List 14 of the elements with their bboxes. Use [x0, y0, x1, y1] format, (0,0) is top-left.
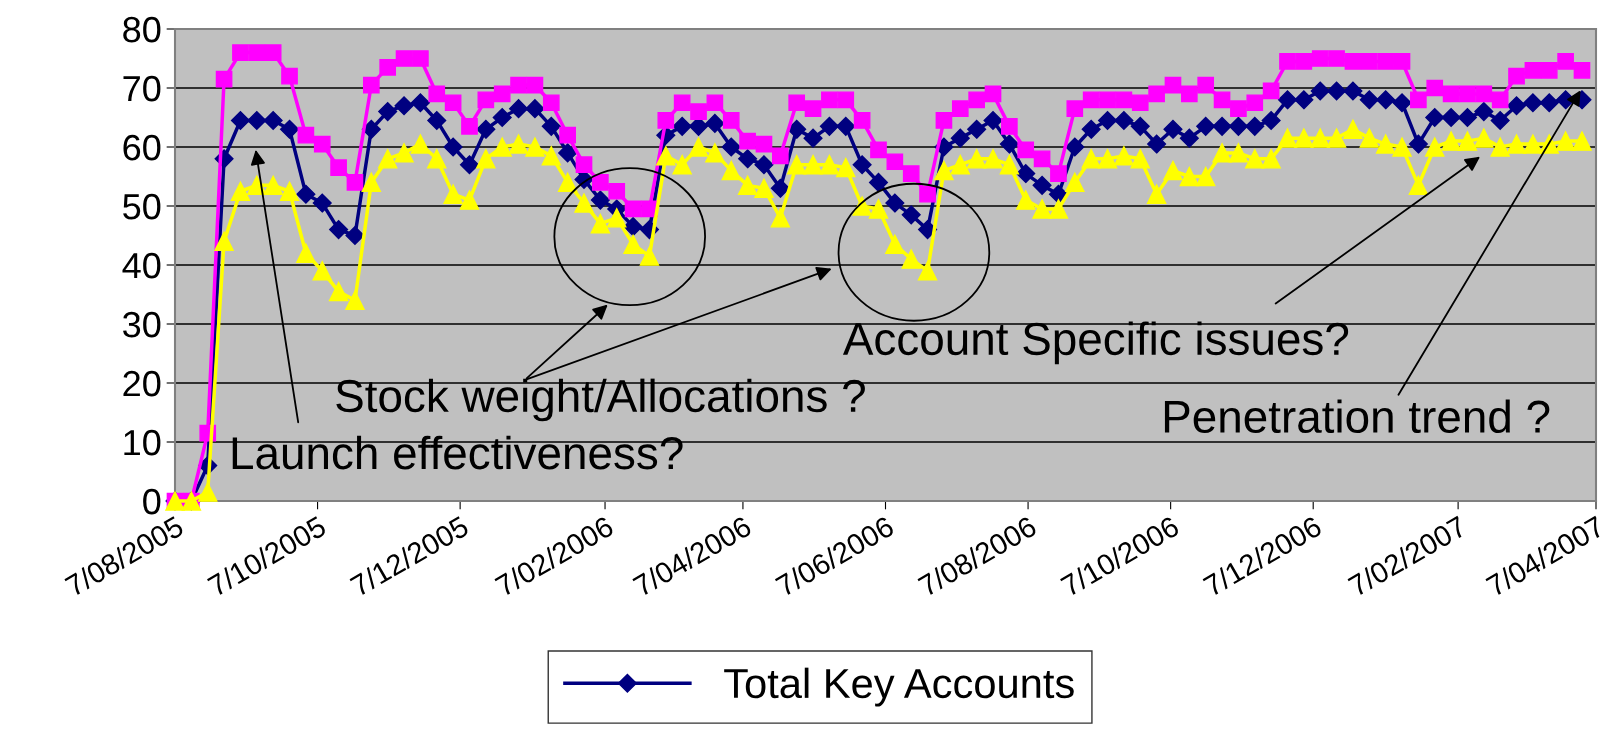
annotation: Launch effectiveness?	[232, 435, 683, 470]
y-tick-label: 20	[123, 370, 161, 397]
y-tick-label: 30	[123, 311, 161, 338]
y-tick-label: 40	[122, 252, 161, 279]
y-tick-label: 0	[143, 488, 161, 515]
annotation: Stock weight/Allocations ?	[336, 378, 865, 422]
annotation: Penetration trend ?	[1164, 399, 1550, 434]
y-tick-label: 10	[124, 429, 161, 456]
legend-label: Total Key Accounts	[724, 667, 1074, 707]
y-tick-label: 50	[123, 193, 161, 220]
y-tick-label: 80	[123, 16, 161, 43]
y-tick-label: 70	[123, 75, 161, 102]
y-tick-label: 60	[123, 134, 161, 161]
annotation: Account Specific issues?	[842, 321, 1349, 365]
